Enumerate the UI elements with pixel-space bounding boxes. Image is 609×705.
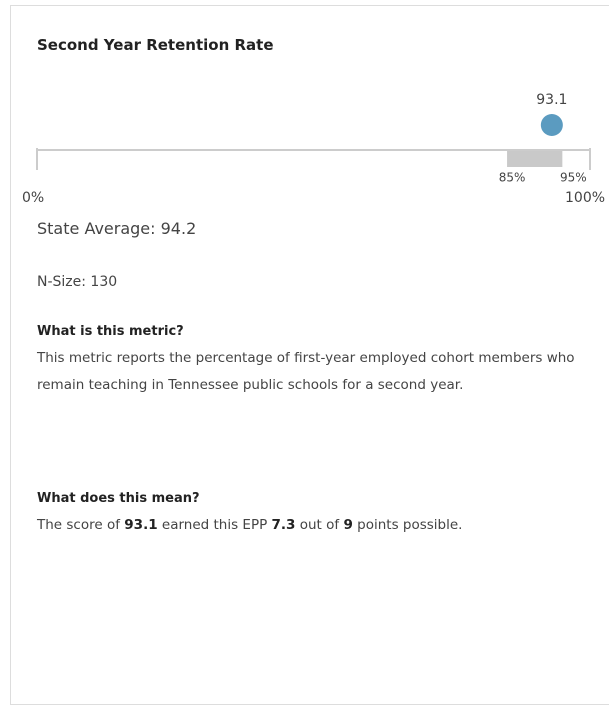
value-dot — [540, 114, 563, 136]
text-run: earned this EPP — [157, 517, 272, 533]
page: Second Year Retention Rate 0% 100% 85% 95% 9… — [10, 5, 609, 705]
gauge: 0% 100% 85% 95% 93.1 — [22, 92, 605, 206]
n-size: N-Size: 130 — [37, 274, 118, 290]
axis-label: 0% — [22, 190, 44, 206]
range-band — [507, 150, 563, 167]
value-label: 93.1 — [536, 92, 567, 108]
emphasis: 9 — [343, 517, 353, 533]
section: What does this mean? The score of 93.1 e… — [37, 491, 582, 539]
text-run: The score of — [37, 517, 125, 533]
band-label: 85% — [499, 171, 526, 185]
state-average: State Average: 94.2 — [37, 219, 197, 238]
section-heading: What is this metric? — [37, 324, 184, 339]
text-run: points possible. — [352, 517, 463, 533]
card-title: Second Year Retention Rate — [37, 36, 274, 54]
section: What is this metric? This metric reports… — [37, 324, 582, 399]
section-text: The score of 93.1 earned this EPP 7.3 ou… — [37, 512, 582, 539]
section-text: This metric reports the percentage of fi… — [37, 350, 575, 393]
emphasis: 93.1 — [124, 517, 158, 533]
emphasis: 7.3 — [271, 517, 296, 533]
band-label: 95% — [560, 171, 587, 185]
text-run: out of — [295, 517, 344, 533]
axis-label: 100% — [565, 190, 605, 206]
section-heading: What does this mean? — [37, 491, 200, 506]
